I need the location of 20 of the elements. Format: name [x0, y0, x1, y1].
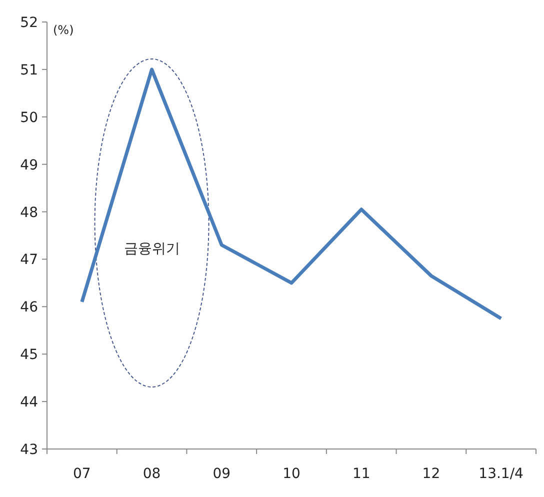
- y-tick-label: 45: [20, 347, 38, 364]
- y-axis-title: (%): [53, 23, 74, 37]
- line-series: [80, 68, 503, 320]
- y-tick-label: 46: [20, 300, 38, 316]
- x-tick-label: 09: [212, 466, 231, 482]
- y-tick-label: 44: [20, 394, 38, 411]
- x-tick-label: 12: [422, 466, 440, 482]
- x-tick-label: 10: [282, 466, 300, 482]
- y-tick-label: 48: [20, 204, 38, 221]
- y-tick-label: 49: [20, 157, 38, 174]
- y-tick-label: 51: [20, 62, 38, 78]
- y-tick-label: 47: [20, 252, 38, 268]
- x-tick-label: 13.1/4: [478, 466, 524, 482]
- x-tick-label: 08: [142, 466, 161, 482]
- y-tick-label: 50: [20, 110, 38, 126]
- x-tick-label: 07: [73, 466, 91, 482]
- y-tick-label: 43: [20, 442, 38, 458]
- y-tick-label: 52: [20, 15, 38, 31]
- x-tick-label: 11: [352, 466, 370, 482]
- annotation: 금융위기: [124, 241, 180, 257]
